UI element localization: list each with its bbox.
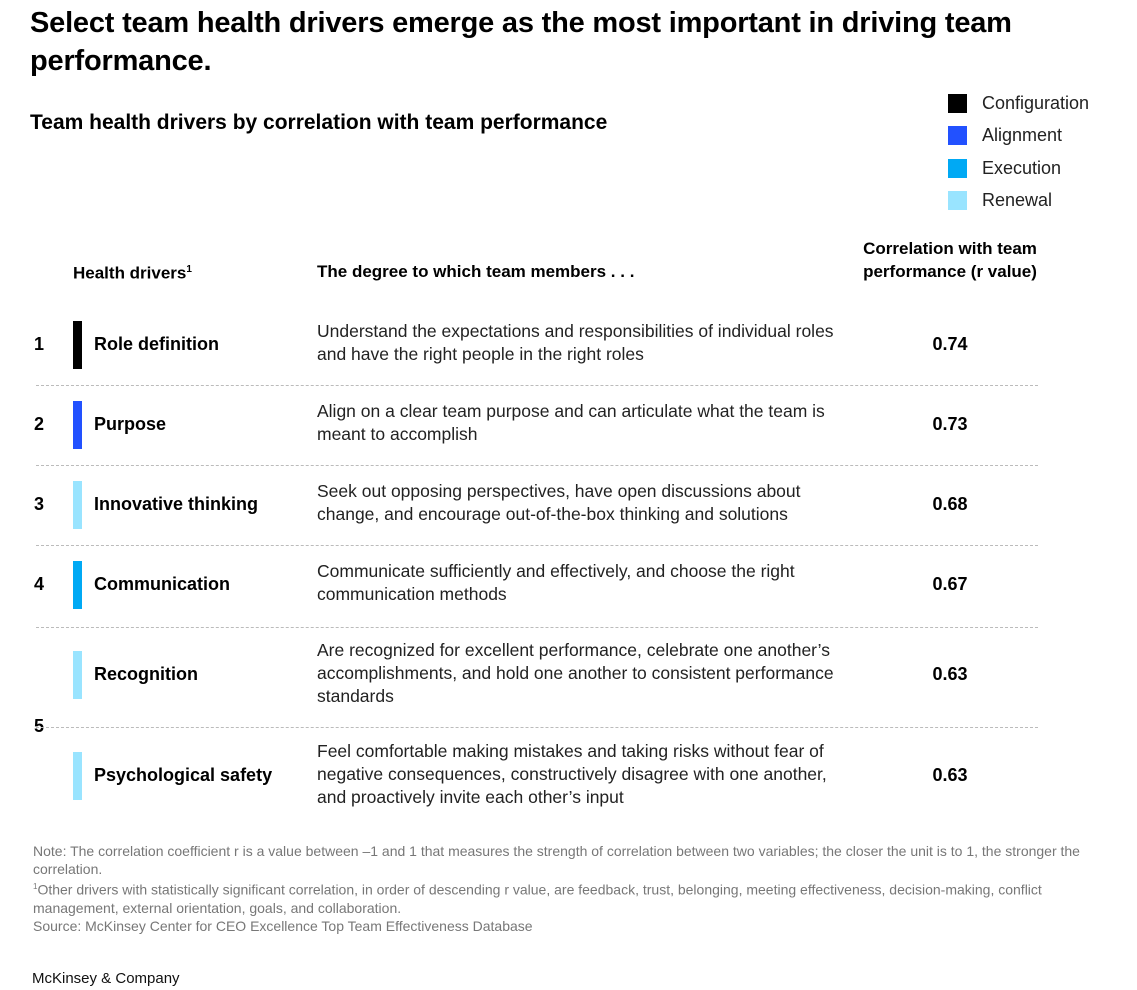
legend-swatch (948, 158, 967, 178)
header-drivers: Health drivers1 (73, 258, 192, 285)
footnote-text: Other drivers with statistically signifi… (33, 881, 1042, 916)
r-value: 0.73 (932, 414, 968, 434)
row-divider (36, 627, 1038, 628)
header-correlation: Correlation with team performance (r val… (863, 239, 1037, 281)
r-value: 0.74 (932, 334, 968, 354)
legend-swatch (948, 93, 967, 113)
legend-item-configuration: Configuration (948, 87, 1089, 120)
driver-description: Understand the expectations and responsi… (317, 321, 834, 364)
legend-swatch (948, 191, 967, 211)
legend-item-alignment: Alignment (948, 120, 1089, 153)
driver-name: Purpose (94, 414, 167, 434)
row-divider (36, 727, 1038, 728)
driver-description: Align on a clear team purpose and can ar… (317, 401, 825, 444)
header-drivers-text: Health drivers (73, 263, 187, 283)
chart-subtitle: Team health drivers by correlation with … (30, 111, 608, 134)
category-color-bar (73, 561, 82, 609)
driver-description: Feel comfortable making mistakes and tak… (317, 740, 827, 807)
category-color-bar (73, 651, 82, 699)
driver-name: Innovative thinking (94, 494, 259, 514)
rank-number: 2 (34, 414, 45, 434)
note-text: Note: The correlation coefficient r is a… (33, 843, 1080, 877)
r-value: 0.67 (932, 574, 968, 594)
driver-name: Recognition (94, 664, 198, 684)
footnote: 1Other drivers with statistically signif… (33, 878, 1093, 917)
legend-label: Configuration (982, 92, 1090, 113)
legend-label: Renewal (982, 190, 1053, 211)
row-divider (36, 545, 1038, 546)
row-divider (36, 465, 1038, 466)
r-value: 0.68 (932, 494, 968, 514)
legend: Configuration Alignment Execution Renewa… (948, 87, 1089, 217)
rank-number: 3 (34, 494, 45, 514)
brand-logo: McKinsey & Company (32, 970, 180, 987)
category-color-bar (73, 401, 82, 449)
legend-label: Execution (982, 157, 1062, 178)
category-color-bar (73, 321, 82, 369)
legend-item-renewal: Renewal (948, 185, 1089, 218)
page-title: Select team health drivers emerge as the… (30, 7, 1012, 77)
category-color-bar (73, 752, 82, 800)
row-divider (36, 385, 1038, 386)
footnote-marker: 1 (33, 882, 38, 891)
category-color-bar (73, 481, 82, 529)
driver-description: Are recognized for excellent performance… (317, 639, 834, 706)
r-value: 0.63 (932, 765, 968, 785)
driver-name: Role definition (94, 334, 219, 354)
r-value: 0.63 (932, 664, 968, 684)
driver-description: Seek out opposing perspectives, have ope… (317, 481, 801, 524)
driver-name: Psychological safety (94, 765, 273, 785)
rank-number: 5 (34, 716, 45, 736)
legend-item-execution: Execution (948, 152, 1089, 185)
driver-name: Communication (94, 574, 231, 594)
legend-swatch (948, 126, 967, 146)
source-text: Source: McKinsey Center for CEO Excellen… (33, 917, 533, 934)
header-description: The degree to which team members . . . (317, 262, 635, 281)
rank-number: 4 (34, 574, 45, 594)
footnote-marker: 1 (186, 264, 192, 275)
notes: Note: The correlation coefficient r is a… (33, 842, 1093, 935)
legend-label: Alignment (982, 125, 1063, 146)
driver-description: Communicate sufficiently and effectively… (317, 561, 795, 604)
rank-number: 1 (34, 334, 45, 354)
